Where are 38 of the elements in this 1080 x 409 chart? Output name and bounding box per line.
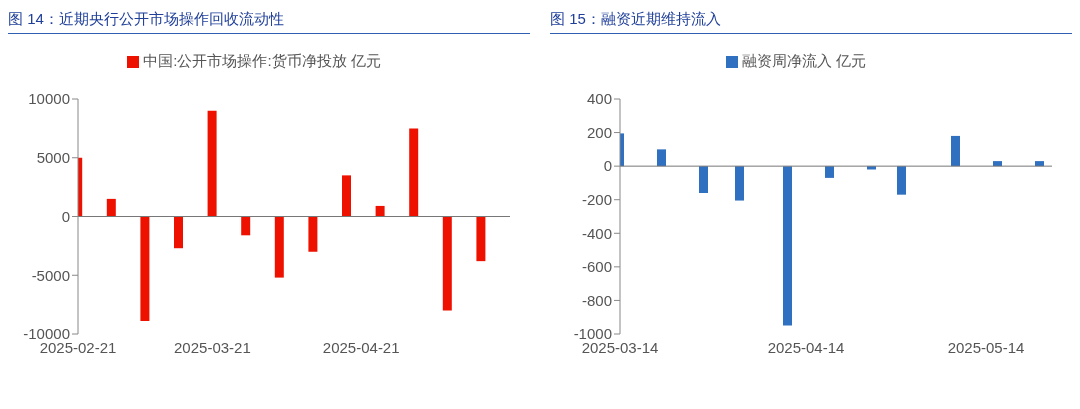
bar xyxy=(241,216,251,236)
bar xyxy=(409,128,419,217)
bar xyxy=(825,166,834,178)
bar xyxy=(274,216,284,278)
bar xyxy=(442,216,452,311)
x-tick-label: 2025-04-21 xyxy=(322,338,400,356)
bar xyxy=(375,205,385,217)
y-tick-label: -400 xyxy=(581,224,612,242)
bar xyxy=(476,216,486,262)
x-tick-label: 2025-03-21 xyxy=(174,338,251,356)
bar xyxy=(342,175,351,217)
x-tick-label: 2025-04-14 xyxy=(767,338,845,356)
y-tick-label: 0 xyxy=(603,157,612,175)
y-tick-label: 400 xyxy=(586,90,612,108)
bar xyxy=(897,166,906,195)
chart-title: 图 15：融资近期维持流入 xyxy=(550,8,1072,34)
bar xyxy=(174,216,183,249)
y-tick-label: -800 xyxy=(581,291,612,309)
bar xyxy=(951,135,960,167)
bar xyxy=(699,166,708,193)
y-tick-label: 10000 xyxy=(28,90,70,108)
legend-label: 融资周净流入 亿元 xyxy=(741,52,867,69)
chart-title: 图 14：近期央行公开市场操作回收流动性 xyxy=(8,8,530,34)
y-tick-label: -5000 xyxy=(31,266,70,284)
bar xyxy=(207,110,217,217)
y-tick-label: -600 xyxy=(581,258,612,276)
bar xyxy=(657,149,666,167)
y-tick-label: 5000 xyxy=(36,149,70,167)
legend-label: 中国:公开市场操作:货币净投放 亿元 xyxy=(143,52,381,69)
x-tick-label: 2025-05-14 xyxy=(947,338,1025,356)
bar xyxy=(308,216,318,252)
bar xyxy=(783,166,792,326)
bar xyxy=(106,198,116,217)
bar xyxy=(140,216,150,322)
y-tick-label: 200 xyxy=(586,123,612,141)
y-tick-label: -200 xyxy=(581,191,612,209)
bar xyxy=(735,166,744,201)
y-tick-label: 0 xyxy=(61,207,70,225)
